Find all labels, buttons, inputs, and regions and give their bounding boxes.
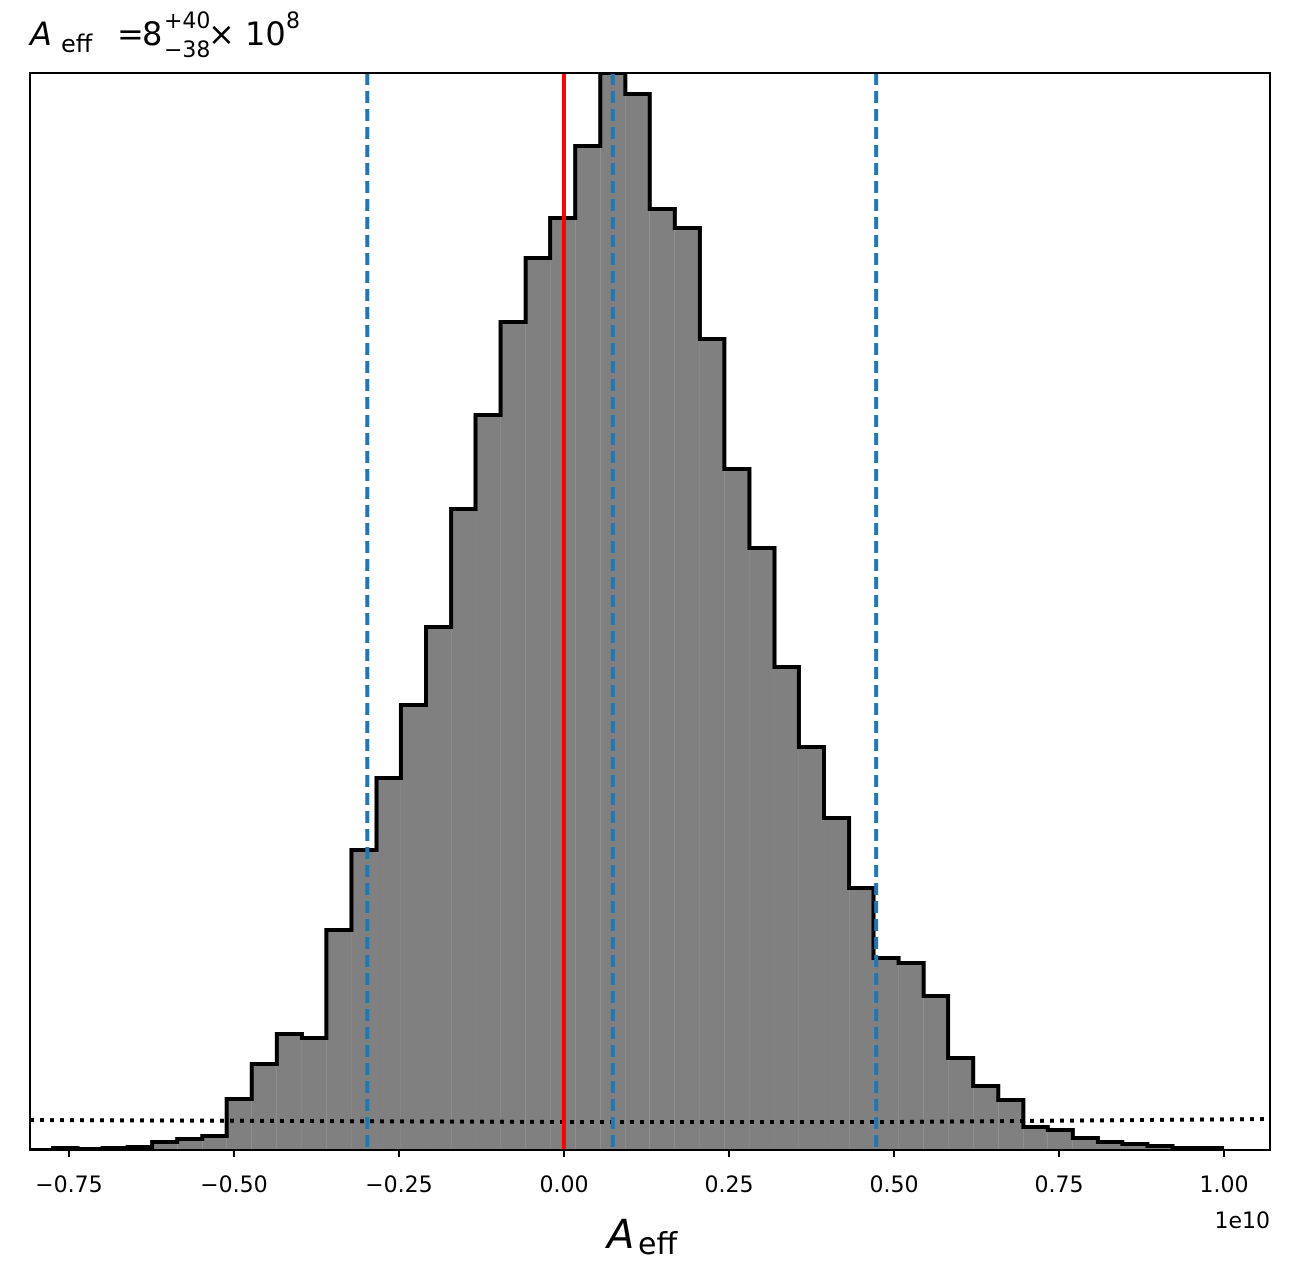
x-tick-label: 0.75 xyxy=(1034,1173,1083,1198)
title: A eff = 8 +40 −38 × 10 8 xyxy=(28,9,300,63)
title-lower: −38 xyxy=(164,38,210,63)
bar xyxy=(1047,1130,1073,1150)
bar xyxy=(600,73,626,1150)
bar xyxy=(625,94,650,1150)
bar xyxy=(376,778,401,1150)
bar xyxy=(251,1064,277,1150)
prior-line xyxy=(30,1117,1270,1124)
title-base: 10 xyxy=(245,15,286,53)
title-exponent: 8 xyxy=(286,9,300,34)
title-subscript: eff xyxy=(61,30,93,58)
title-upper: +40 xyxy=(164,9,210,34)
bar xyxy=(475,415,501,1150)
bar xyxy=(451,509,476,1150)
bar xyxy=(923,996,949,1150)
bar xyxy=(426,627,452,1150)
bar xyxy=(973,1086,999,1150)
title-equals: = xyxy=(117,15,144,53)
bar xyxy=(202,1136,227,1150)
x-label: A eff xyxy=(604,1212,678,1262)
bar xyxy=(226,1099,252,1150)
x-tick-label: −0.50 xyxy=(200,1173,267,1198)
bar xyxy=(177,1139,203,1150)
x-tick-label: −0.75 xyxy=(35,1173,102,1198)
x-offset-label: 1e10 xyxy=(1214,1209,1270,1234)
plot-frame xyxy=(29,72,1271,1151)
bar xyxy=(824,818,850,1150)
plot-area xyxy=(30,73,1270,1150)
bar xyxy=(724,469,750,1150)
bar xyxy=(948,1058,974,1150)
bar xyxy=(1097,1142,1123,1150)
x-tick-label: −0.25 xyxy=(365,1173,432,1198)
bar xyxy=(500,322,526,1150)
bar xyxy=(898,963,924,1150)
bar xyxy=(400,705,427,1150)
x-tick-label: 1.00 xyxy=(1200,1173,1249,1198)
bar xyxy=(998,1100,1024,1150)
bar xyxy=(1122,1144,1148,1150)
title-value: 8 xyxy=(142,15,162,53)
bar xyxy=(674,228,700,1150)
x-label-symbol: A xyxy=(604,1212,634,1258)
bar xyxy=(774,667,799,1150)
bar xyxy=(575,146,601,1150)
histogram-outline xyxy=(30,73,1225,1150)
x-tick-label: 0.00 xyxy=(539,1173,588,1198)
title-times: × xyxy=(208,15,235,53)
bar xyxy=(351,850,377,1150)
bar xyxy=(849,888,874,1150)
x-label-subscript: eff xyxy=(638,1227,678,1262)
bar xyxy=(1072,1138,1098,1150)
bar xyxy=(301,1038,327,1150)
bar xyxy=(525,258,551,1150)
bar xyxy=(1023,1127,1048,1150)
bar xyxy=(749,548,775,1150)
title-symbol: A xyxy=(28,15,52,53)
x-tick-label: 0.50 xyxy=(869,1173,918,1198)
bar xyxy=(649,209,675,1150)
bar xyxy=(798,747,825,1150)
bar xyxy=(276,1034,302,1150)
bar xyxy=(699,339,725,1150)
bar xyxy=(152,1142,178,1150)
x-tick-label: 0.25 xyxy=(704,1173,753,1198)
bar xyxy=(326,930,352,1150)
